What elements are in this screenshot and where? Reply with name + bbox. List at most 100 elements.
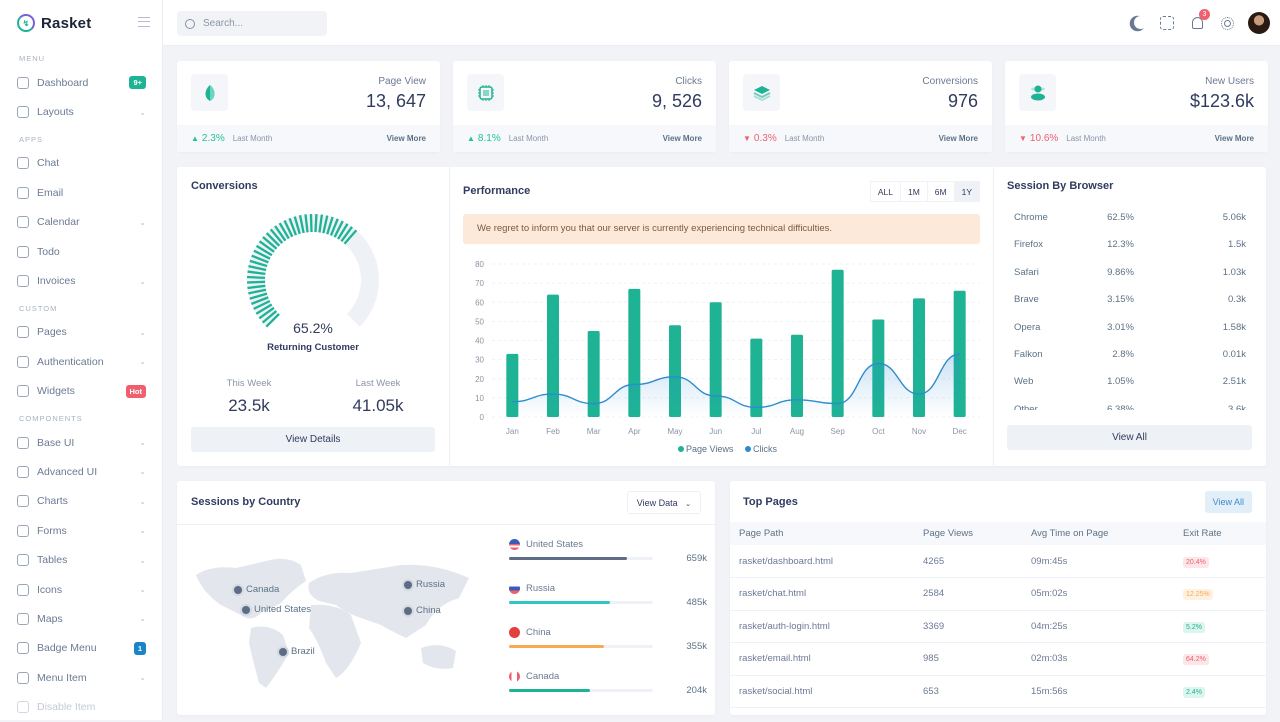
chevron-down-icon: ⌄ bbox=[139, 357, 146, 366]
card-title: Sessions by Country bbox=[191, 496, 300, 508]
trend-period: Last Month bbox=[1066, 134, 1214, 143]
page-views: 653 bbox=[914, 675, 1022, 708]
sidebar-item-menu-item[interactable]: Menu Item⌄ bbox=[0, 663, 162, 692]
range-1m[interactable]: 1M bbox=[900, 181, 928, 202]
card-title: Conversions bbox=[191, 180, 258, 192]
theme-toggle-button[interactable] bbox=[1128, 14, 1146, 32]
sidebar-item-label: Pages bbox=[37, 326, 139, 338]
map-marker-canada[interactable]: Canada bbox=[234, 584, 279, 595]
trend-indicator: ▼0.3% bbox=[743, 133, 777, 144]
progress-fill bbox=[509, 557, 627, 560]
badge-icon bbox=[17, 642, 29, 654]
country-sessions: 204k bbox=[686, 685, 707, 696]
notifications-button[interactable]: 3 bbox=[1188, 14, 1206, 32]
layers-icon bbox=[743, 74, 780, 111]
sidebar-item-layouts[interactable]: Layouts⌄ bbox=[0, 97, 162, 126]
sidebar-item-maps[interactable]: Maps⌄ bbox=[0, 604, 162, 633]
range-1y[interactable]: 1Y bbox=[954, 181, 980, 202]
page-path[interactable]: rasket/chat.html bbox=[730, 578, 914, 611]
sidebar-item-forms[interactable]: Forms⌄ bbox=[0, 516, 162, 545]
view-more-link[interactable]: View More bbox=[1215, 134, 1254, 143]
sidebar-item-base-ui[interactable]: Base UI⌄ bbox=[0, 428, 162, 457]
browser-percent: 3.15% bbox=[1107, 294, 1134, 305]
stat-value: 976 bbox=[948, 91, 978, 112]
pages-icon bbox=[17, 326, 29, 338]
trend-period: Last Month bbox=[785, 134, 939, 143]
sidebar-item-tables[interactable]: Tables⌄ bbox=[0, 545, 162, 574]
view-details-button[interactable]: View Details bbox=[191, 427, 435, 452]
sidebar-item-charts[interactable]: Charts⌄ bbox=[0, 487, 162, 516]
exit-rate-badge: 12.25% bbox=[1183, 589, 1213, 600]
sidebar-item-email[interactable]: Email bbox=[0, 178, 162, 207]
bar-page-views bbox=[832, 270, 844, 417]
chevron-down-icon: ⌄ bbox=[685, 501, 691, 508]
range-all[interactable]: ALL bbox=[870, 181, 901, 202]
sidebar-item-label: Menu Item bbox=[37, 672, 139, 684]
map-marker-brazil[interactable]: Brazil bbox=[279, 646, 315, 657]
stat-value: 13, 647 bbox=[366, 91, 426, 112]
legend-label[interactable]: Clicks bbox=[753, 444, 777, 454]
browser-percent: 2.8% bbox=[1112, 349, 1134, 360]
map-marker-china[interactable]: China bbox=[404, 605, 441, 616]
card-title: Performance bbox=[463, 185, 530, 197]
browser-sessions: 0.01k bbox=[1223, 349, 1246, 360]
map-marker-label: United States bbox=[254, 604, 311, 615]
sidebar-item-pages[interactable]: Pages⌄ bbox=[0, 318, 162, 347]
chevron-down-icon: ⌄ bbox=[139, 526, 146, 535]
map-pin-icon bbox=[234, 586, 242, 594]
search-input[interactable]: Search... bbox=[177, 11, 327, 36]
trend-period: Last Month bbox=[509, 134, 663, 143]
view-more-link[interactable]: View More bbox=[663, 134, 702, 143]
home-icon bbox=[17, 77, 29, 89]
country-sessions: 659k bbox=[686, 553, 707, 564]
browser-sessions: 1.5k bbox=[1228, 239, 1246, 250]
widgets-icon bbox=[17, 385, 29, 397]
view-more-link[interactable]: View More bbox=[939, 134, 978, 143]
sidebar-item-chat[interactable]: Chat bbox=[0, 149, 162, 178]
view-more-link[interactable]: View More bbox=[387, 134, 426, 143]
brand-logo-icon: ↯ bbox=[17, 14, 35, 32]
sidebar-item-todo[interactable]: Todo bbox=[0, 237, 162, 266]
dropdown-label: View Data bbox=[637, 498, 678, 508]
view-all-browsers-button[interactable]: View All bbox=[1007, 425, 1252, 450]
view-all-pages-button[interactable]: View All bbox=[1205, 491, 1252, 513]
browser-name: Falkon bbox=[1014, 349, 1043, 360]
calendar-icon bbox=[17, 216, 29, 228]
browser-percent: 6.38% bbox=[1107, 404, 1134, 410]
sidebar-item-advanced-ui[interactable]: Advanced UI⌄ bbox=[0, 457, 162, 486]
browser-sessions: 1.58k bbox=[1223, 322, 1246, 333]
trend-indicator: ▼10.6% bbox=[1019, 133, 1058, 144]
avatar[interactable] bbox=[1248, 12, 1270, 34]
last-week-label: Last Week bbox=[318, 378, 438, 389]
page-path[interactable]: rasket/email.html bbox=[730, 643, 914, 676]
fullscreen-button[interactable] bbox=[1158, 14, 1176, 32]
map-marker-united-states[interactable]: United States bbox=[242, 604, 311, 615]
search-icon bbox=[185, 19, 195, 29]
sidebar-item-authentication[interactable]: Authentication⌄ bbox=[0, 347, 162, 376]
view-data-dropdown[interactable]: View Data ⌄ bbox=[627, 491, 701, 514]
page-path[interactable]: rasket/auth-login.html bbox=[730, 610, 914, 643]
map-marker-russia[interactable]: Russia bbox=[404, 579, 445, 590]
stat-label: Clicks bbox=[675, 76, 702, 87]
page-path[interactable]: rasket/dashboard.html bbox=[730, 545, 914, 578]
sidebar-item-icons[interactable]: Icons⌄ bbox=[0, 575, 162, 604]
server-alert: We regret to inform you that our server … bbox=[463, 214, 980, 244]
exit-rate-badge: 64.2% bbox=[1183, 654, 1209, 665]
range-6m[interactable]: 6M bbox=[927, 181, 955, 202]
sidebar-item-invoices[interactable]: Invoices⌄ bbox=[0, 266, 162, 295]
legend-label[interactable]: Page Views bbox=[686, 444, 734, 454]
page-path[interactable]: rasket/social.html bbox=[730, 675, 914, 708]
settings-button[interactable] bbox=[1218, 14, 1236, 32]
map-pin-icon bbox=[404, 607, 412, 615]
sidebar-toggle-icon[interactable] bbox=[138, 17, 150, 27]
gauge-tick bbox=[247, 277, 265, 278]
sidebar-item-calendar[interactable]: Calendar⌄ bbox=[0, 208, 162, 237]
